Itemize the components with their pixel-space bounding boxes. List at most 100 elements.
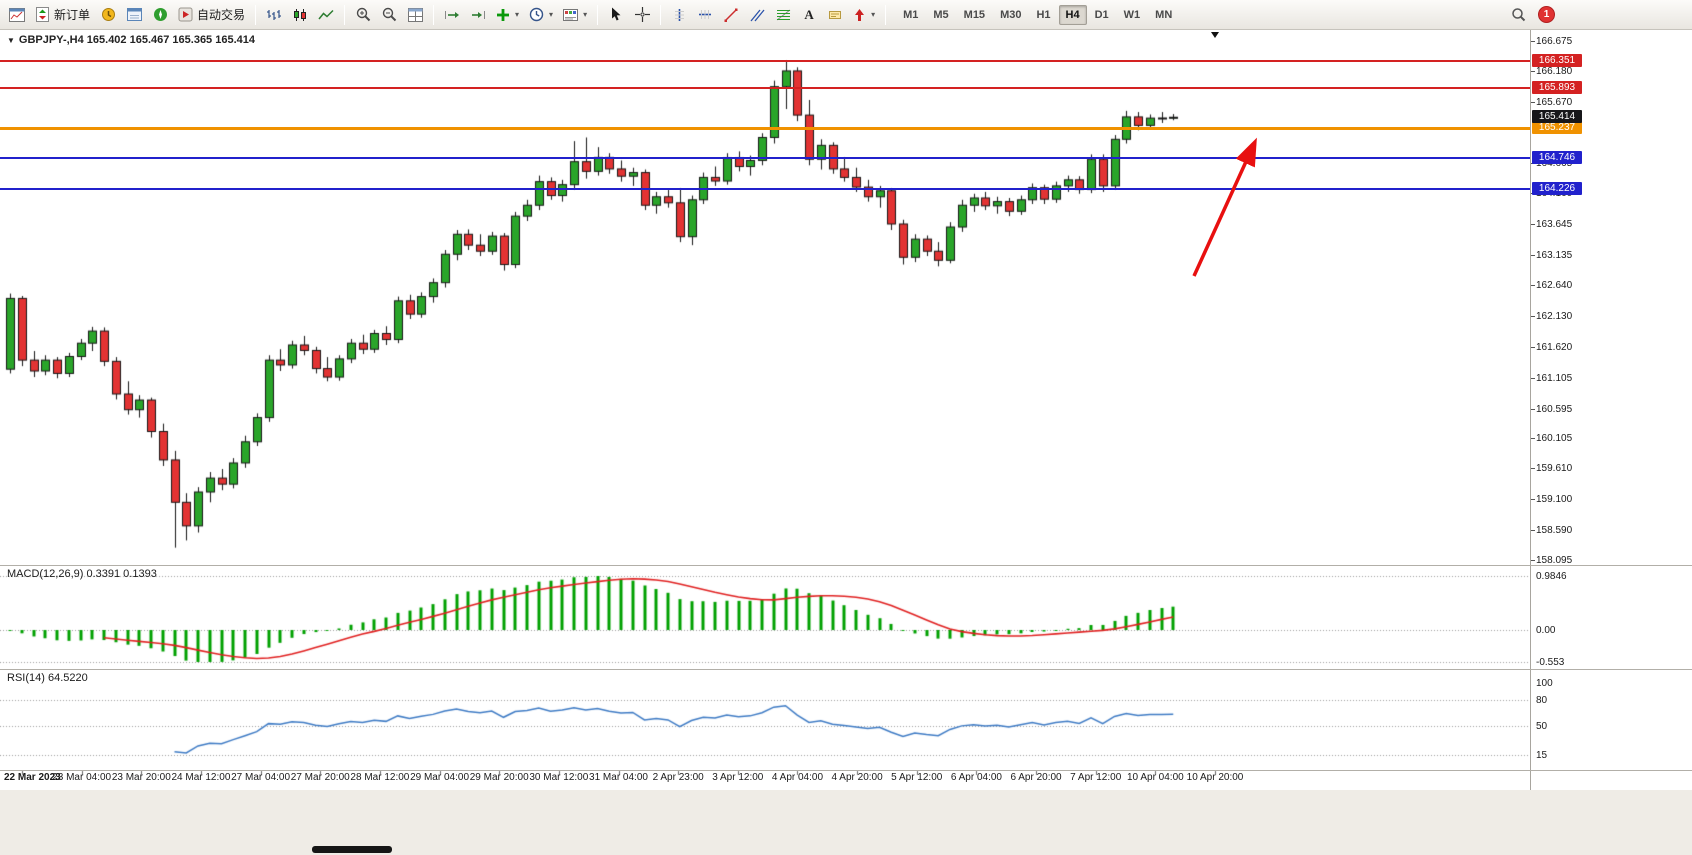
main-chart-canvas[interactable] xyxy=(0,30,1530,790)
price-axis-label: 165.670 xyxy=(1536,96,1573,108)
level-line-165.893[interactable] xyxy=(0,87,1530,90)
time-axis-label: 24 Mar 12:00 xyxy=(171,772,231,783)
current-price-badge: 165.414 xyxy=(1532,110,1582,124)
price-axis-tick xyxy=(1531,101,1535,103)
chart-shift-icon xyxy=(472,10,486,19)
data-window-button[interactable] xyxy=(122,3,146,27)
auto-trading-button[interactable]: 自动交易 xyxy=(174,3,249,27)
templates-button[interactable]: ▾ xyxy=(559,3,591,27)
auto-trading-label: 自动交易 xyxy=(197,8,246,22)
notification-count: 1 xyxy=(1543,9,1550,20)
timeframe-button-m30[interactable]: M30 xyxy=(1000,8,1022,21)
timeframe-button-mn[interactable]: MN xyxy=(1155,8,1173,21)
toolbar-separator xyxy=(255,4,257,25)
new-chart-button[interactable] xyxy=(5,3,29,27)
periods-button[interactable]: ▾ xyxy=(525,3,557,27)
rsi-axis-label: 100 xyxy=(1536,678,1553,689)
vertical-line-button[interactable] xyxy=(667,3,691,27)
time-axis-label: 7 Apr 12:00 xyxy=(1070,772,1122,783)
zoom-in-button[interactable] xyxy=(351,3,375,27)
trend-arrow-annotation[interactable] xyxy=(1180,128,1275,288)
level-line-165.237[interactable] xyxy=(0,126,1530,130)
crosshair-button[interactable] xyxy=(630,3,654,27)
toolbar-separator xyxy=(344,4,346,25)
chart-title-text: GBPJPY-,H4 165.402 165.467 165.365 165.4… xyxy=(18,34,255,46)
crosshair-icon xyxy=(634,7,650,22)
price-axis-label: 159.610 xyxy=(1536,463,1573,475)
auto-scroll-icon xyxy=(445,10,460,19)
notification-badge[interactable]: 1 xyxy=(1538,6,1555,23)
price-axis-tick xyxy=(1531,70,1535,72)
price-axis-label: 161.105 xyxy=(1536,372,1573,384)
arrows-button[interactable]: ▾ xyxy=(849,3,879,27)
arrow-tool-icon xyxy=(855,8,865,21)
trendline-icon xyxy=(724,8,738,22)
level-line-164.226[interactable] xyxy=(0,188,1530,191)
price-axis-tick xyxy=(1531,530,1535,532)
search-button[interactable] xyxy=(1506,3,1530,27)
horizontal-line-button[interactable] xyxy=(693,3,717,27)
chart-title: ▼ GBPJPY-,H4 165.402 165.467 165.365 165… xyxy=(7,34,255,46)
chevron-down-icon: ▾ xyxy=(549,10,554,19)
text-button[interactable]: A xyxy=(797,3,821,27)
price-axis-tick xyxy=(1531,40,1535,42)
bar-chart-button[interactable] xyxy=(262,3,286,27)
price-axis-tick xyxy=(1531,315,1535,317)
timeframe-button-w1[interactable]: W1 xyxy=(1123,8,1141,21)
timeframe-button-h1[interactable]: H1 xyxy=(1036,8,1051,21)
price-axis-label: 162.130 xyxy=(1536,310,1573,322)
fibonacci-button[interactable] xyxy=(771,3,795,27)
price-axis-label: 163.645 xyxy=(1536,219,1573,231)
timeframe-button-m5[interactable]: M5 xyxy=(933,8,949,21)
pane-separator[interactable] xyxy=(0,770,1692,771)
price-axis-label: 166.675 xyxy=(1536,35,1573,47)
candlestick-chart-button[interactable] xyxy=(288,3,312,27)
navigator-button[interactable] xyxy=(148,3,172,27)
rsi-axis-label: 80 xyxy=(1536,695,1548,706)
timeframe-button-d1[interactable]: D1 xyxy=(1094,8,1109,21)
timeframe-button-m15[interactable]: M15 xyxy=(963,8,986,21)
tile-windows-button[interactable] xyxy=(403,3,427,27)
chevron-down-icon: ▾ xyxy=(583,10,588,19)
trendline-button[interactable] xyxy=(719,3,743,27)
price-axis-label: 166.180 xyxy=(1536,65,1573,77)
price-axis[interactable]: 166.675166.180165.670164.665164.160163.6… xyxy=(1530,30,1692,790)
macd-indicator-label: MACD(12,26,9) 0.3391 0.1393 xyxy=(7,568,157,580)
level-line-166.351[interactable] xyxy=(0,59,1530,62)
line-chart-button[interactable] xyxy=(314,3,338,27)
toolbar-separator xyxy=(885,4,887,25)
templates-icon xyxy=(563,8,579,21)
cursor-button[interactable] xyxy=(604,3,628,27)
price-axis-label: 158.590 xyxy=(1536,525,1573,537)
pane-separator[interactable] xyxy=(0,669,1692,670)
timeframe-button-m1[interactable]: M1 xyxy=(903,8,919,21)
time-axis-label: 5 Apr 12:00 xyxy=(891,772,943,783)
time-axis-label: 3 Apr 12:00 xyxy=(712,772,764,783)
time-axis-label: 27 Mar 04:00 xyxy=(231,772,291,783)
indicators-button[interactable]: ▾ xyxy=(492,3,523,27)
timeframe-button-h4[interactable]: H4 xyxy=(1058,4,1087,25)
chart-shift-button[interactable] xyxy=(466,3,490,27)
market-watch-button[interactable] xyxy=(96,3,120,27)
toolbar-separator xyxy=(597,4,599,25)
level-line-164.746[interactable] xyxy=(0,156,1530,159)
horizontal-scrollbar-thumb[interactable] xyxy=(312,846,392,853)
equidistant-channel-button[interactable] xyxy=(745,3,769,27)
new-order-icon xyxy=(36,7,49,22)
bar-chart-icon xyxy=(267,9,282,20)
time-axis-label: 23 Mar 04:00 xyxy=(52,772,112,783)
price-axis-label: 158.095 xyxy=(1536,555,1573,567)
market-watch-icon xyxy=(101,8,115,21)
price-axis-label: 160.105 xyxy=(1536,433,1573,445)
pane-separator[interactable] xyxy=(0,565,1692,566)
new-order-button[interactable]: 新订单 xyxy=(31,3,94,27)
cursor-icon xyxy=(612,7,621,21)
auto-scroll-button[interactable] xyxy=(440,3,464,27)
navigator-icon xyxy=(153,8,167,21)
macd-axis-label: 0.00 xyxy=(1536,625,1556,636)
zoom-out-button[interactable] xyxy=(377,3,401,27)
text-label-button[interactable] xyxy=(823,3,847,27)
vertical-line-icon xyxy=(674,8,684,21)
text-label-icon xyxy=(829,10,842,19)
